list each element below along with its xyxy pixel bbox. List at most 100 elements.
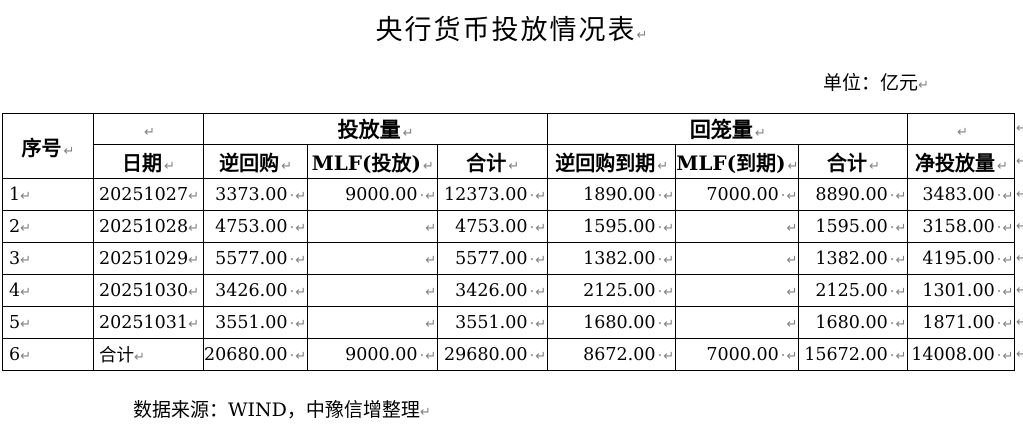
space-mark: · [780, 185, 786, 204]
header-reverse-repo: 逆回购 ↵ [202, 144, 309, 179]
paragraph-mark: ↵ [787, 159, 799, 174]
header-reverse-repo-maturity: 逆回购到期 ↵ [547, 144, 677, 179]
title-row: 央行货币投放情况表↵ [0, 8, 1023, 47]
cell-withdrawal-total: 1382.00 ·↵ [798, 242, 909, 275]
cell-date: 20251028↵ [93, 210, 204, 243]
row-end-mark: ↵ [1016, 218, 1023, 234]
space-mark: · [780, 345, 786, 364]
space-mark: · [529, 217, 535, 236]
paragraph-mark: ↵ [918, 78, 929, 93]
space-mark: · [996, 185, 1002, 204]
cell-withdrawal-total: 1595.00 ·↵ [798, 210, 909, 243]
cell-net-injection: 4195.00 ·↵ [907, 242, 1016, 275]
space-mark: · [529, 345, 535, 364]
cell-reverse-repo-maturity: 8672.00 ·↵ [547, 338, 677, 371]
space-mark: · [657, 345, 663, 364]
header-row-groups: 序号 ↵ ↵ 投放量 ↵ 回笼量 ↵ ↵ [2, 113, 1016, 179]
header-net-injection: 净投放量 ↵ [907, 144, 1016, 179]
paragraph-mark: ↵ [425, 284, 437, 300]
paragraph-mark: ↵ [425, 220, 437, 236]
paragraph-mark: ↵ [20, 316, 32, 332]
paragraph-mark: ↵ [895, 316, 907, 332]
cell-withdrawal-total: 15672.00 ·↵ [798, 338, 909, 371]
space-mark: · [419, 185, 425, 204]
paragraph-mark: ↵ [402, 126, 414, 141]
paragraph-mark: ↵ [295, 284, 307, 300]
paragraph-mark: ↵ [425, 188, 437, 204]
cell-reverse-repo: 4753.00 ·↵ [202, 210, 309, 243]
cell-reverse-repo-maturity: 1680.00 ·↵ [547, 306, 677, 339]
cell-mlf-injection: ↵ [307, 306, 439, 339]
space-mark: · [657, 217, 663, 236]
monetary-injection-table: 序号 ↵ ↵ 投放量 ↵ 回笼量 ↵ ↵ 日期 ↵ 逆回购 ↵ MLF(投放) ↵ 合计 ↵ … [2, 113, 1016, 371]
row-end-mark: ↵ [1016, 250, 1023, 266]
cell-seq: 6↵ [2, 338, 94, 371]
paragraph-mark: ↵ [663, 284, 675, 300]
table-row: 1↵ 20251027↵ 3373.00 ·↵ 9000.00 ·↵ 12373.0… [2, 178, 1016, 211]
paragraph-mark: ↵ [1002, 316, 1014, 332]
source-note-text: 数据来源：WIND，中豫信增整理 [133, 399, 420, 421]
paragraph-mark: ↵ [422, 159, 434, 174]
cell-reverse-repo: 5577.00 ·↵ [202, 242, 309, 275]
paragraph-mark: ↵ [20, 220, 32, 236]
cell-injection-total: 4753.00 ·↵ [437, 210, 549, 243]
paragraph-mark: ↵ [786, 188, 798, 204]
space-mark: · [657, 249, 663, 268]
row-end-mark: ↵ [1016, 346, 1023, 362]
cell-date: 20251031↵ [93, 306, 204, 339]
cell-mlf-maturity: 7000.00 ·↵ [675, 178, 800, 211]
source-note: 数据来源：WIND，中豫信增整理↵ [133, 395, 431, 422]
cell-injection-total: 5577.00 ·↵ [437, 242, 549, 275]
table-row: 2↵ 20251028↵ 4753.00 ·↵ ↵ 4753.00 ·↵ 1595.… [2, 210, 1016, 243]
cell-reverse-repo-maturity: 1595.00 ·↵ [547, 210, 677, 243]
cell-date: 20251029↵ [93, 242, 204, 275]
cell-withdrawal-total: 8890.00 ·↵ [798, 178, 909, 211]
table-row-total: 6↵ 合计↵ 20680.00 ·↵ 9000.00 ·↵ 29680.00 ·↵ 8… [2, 338, 1016, 371]
table-row: 4↵ 20251030↵ 3426.00 ·↵ ↵ 3426.00 ·↵ 2125.… [2, 274, 1016, 307]
cell-mlf-injection: 9000.00 ·↵ [307, 338, 439, 371]
row-end-mark: ↵ [1016, 314, 1023, 330]
space-mark: · [289, 345, 295, 364]
paragraph-mark: ↵ [535, 220, 547, 236]
cell-seq: 3↵ [2, 242, 94, 275]
header-empty-above-net: ↵ [907, 113, 1016, 145]
cell-date: 20251027↵ [93, 178, 204, 211]
table-row: 5↵ 20251031↵ 3551.00 ·↵ ↵ 3551.00 ·↵ 1680.… [2, 306, 1016, 339]
page-title: 央行货币投放情况表 [375, 15, 637, 46]
paragraph-mark: ↵ [425, 348, 437, 364]
unit-note: 单位：亿元↵ [823, 68, 929, 95]
cell-reverse-repo: 20680.00 ·↵ [202, 338, 309, 371]
paragraph-mark: ↵ [281, 159, 293, 174]
space-mark: · [889, 249, 895, 268]
paragraph-mark: ↵ [425, 252, 437, 268]
paragraph-mark: ↵ [956, 125, 968, 140]
space-mark: · [657, 185, 663, 204]
cell-injection-total: 3426.00 ·↵ [437, 274, 549, 307]
space-mark: · [996, 313, 1002, 332]
paragraph-mark: ↵ [754, 126, 766, 141]
space-mark: · [289, 217, 295, 236]
paragraph-mark: ↵ [636, 28, 648, 43]
paragraph-mark: ↵ [63, 143, 75, 159]
cell-net-injection: 1301.00 ·↵ [907, 274, 1016, 307]
header-withdrawal-group: 回笼量 ↵ [547, 113, 909, 145]
cell-reverse-repo-maturity: 1382.00 ·↵ [547, 242, 677, 275]
paragraph-mark: ↵ [895, 252, 907, 268]
paragraph-mark: ↵ [144, 125, 155, 140]
paragraph-mark: ↵ [786, 348, 798, 364]
cell-reverse-repo-maturity: 1890.00 ·↵ [547, 178, 677, 211]
paragraph-mark: ↵ [895, 220, 907, 236]
space-mark: · [419, 345, 425, 364]
space-mark: · [889, 313, 895, 332]
space-mark: · [996, 217, 1002, 236]
paragraph-mark: ↵ [895, 348, 907, 364]
paragraph-mark: ↵ [1002, 252, 1014, 268]
paragraph-mark: ↵ [188, 188, 199, 204]
cell-net-injection: 14008.00 ·↵ [907, 338, 1016, 371]
paragraph-mark: ↵ [20, 252, 32, 268]
cell-mlf-maturity: ↵ [675, 210, 800, 243]
paragraph-mark: ↵ [663, 188, 675, 204]
paragraph-mark: ↵ [1002, 220, 1014, 236]
cell-mlf-injection: ↵ [307, 210, 439, 243]
